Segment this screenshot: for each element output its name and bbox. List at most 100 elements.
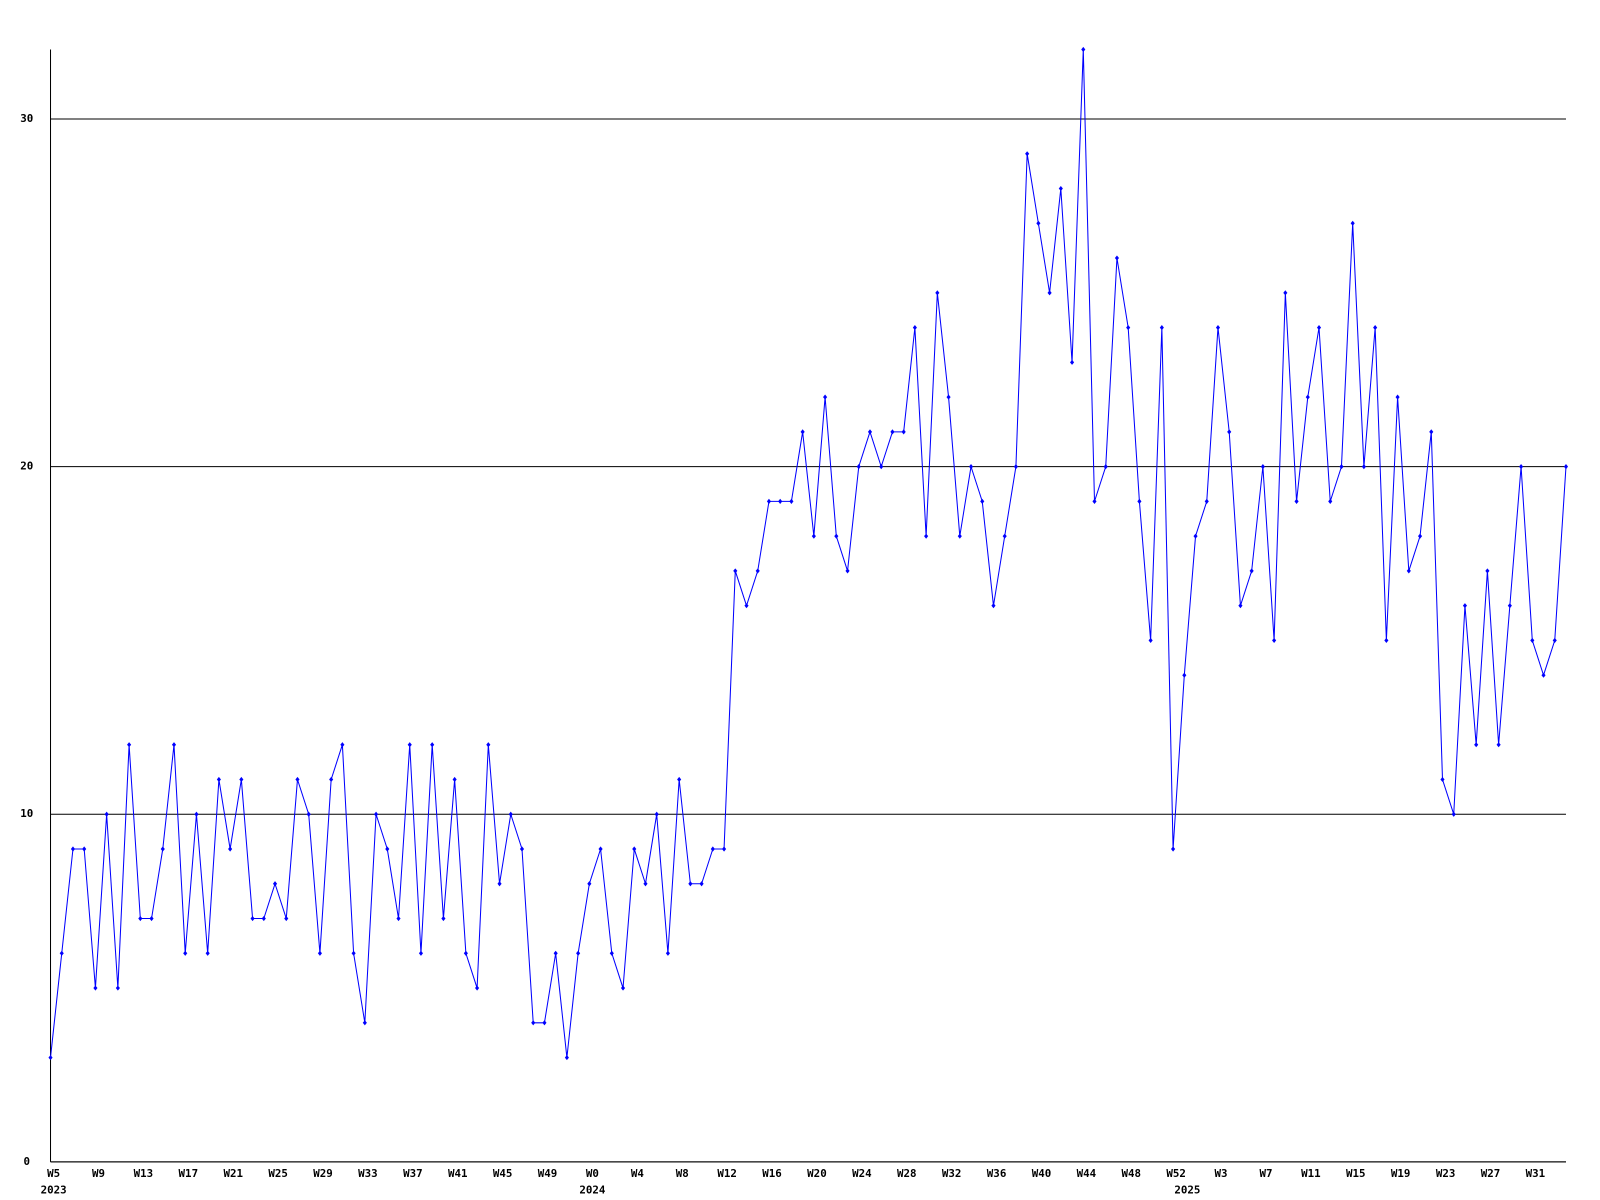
point-marker (531, 1020, 536, 1026)
point-marker (677, 776, 682, 783)
point-marker (138, 915, 143, 922)
point-marker (778, 498, 783, 504)
point-marker (430, 742, 435, 748)
point-marker (665, 950, 670, 956)
point-marker (115, 985, 120, 991)
point-marker (239, 776, 244, 783)
point-marker (1047, 290, 1052, 296)
point-marker (1519, 464, 1524, 470)
point-marker (1563, 464, 1569, 470)
point-marker (1182, 672, 1187, 678)
point-marker (744, 603, 749, 609)
point-marker (194, 811, 199, 817)
x-tick-label: W27 (1481, 1167, 1501, 1180)
point-marker (486, 742, 491, 748)
point-marker (1462, 603, 1468, 609)
point-marker (553, 950, 558, 956)
x-tick-label: W44 (1077, 1167, 1097, 1180)
point-marker (1013, 464, 1018, 470)
x-tick-label: W23 (1436, 1167, 1456, 1180)
point-marker (228, 846, 233, 852)
point-marker (789, 498, 794, 504)
point-marker (1350, 220, 1355, 226)
point-marker (879, 464, 884, 470)
point-marker (362, 1020, 367, 1026)
point-marker (1114, 255, 1120, 261)
point-marker (587, 881, 592, 887)
point-marker (1316, 325, 1322, 331)
point-marker (1227, 429, 1232, 435)
point-marker (93, 985, 98, 991)
point-marker (1126, 325, 1131, 331)
point-marker (1215, 325, 1221, 331)
x-tick-label: W12 (717, 1167, 737, 1180)
point-marker (564, 1054, 569, 1061)
point-marker (295, 776, 300, 783)
point-marker (261, 915, 266, 922)
point-marker (1058, 185, 1063, 192)
point-marker (1361, 464, 1366, 470)
point-marker (542, 1020, 547, 1026)
x-tick-label: W33 (358, 1167, 378, 1180)
point-marker (823, 394, 828, 400)
point-marker (688, 881, 693, 887)
point-marker (620, 985, 626, 991)
point-marker (1339, 464, 1344, 470)
point-marker (968, 464, 974, 470)
point-marker (1159, 325, 1164, 331)
x-tick-label: W4 (631, 1167, 645, 1180)
point-marker (1238, 603, 1243, 609)
point-marker (1092, 498, 1097, 504)
point-marker (519, 846, 525, 852)
x-tick-label: W11 (1301, 1167, 1321, 1180)
point-marker (1148, 637, 1153, 644)
point-marker (980, 498, 985, 504)
point-marker (1272, 637, 1277, 644)
point-marker (407, 742, 412, 748)
point-marker (576, 950, 581, 956)
point-marker (733, 568, 738, 574)
point-marker (329, 776, 334, 783)
y-tick-label: 20 (20, 460, 33, 473)
point-marker (699, 881, 704, 887)
point-marker (127, 742, 132, 748)
point-marker (901, 429, 906, 435)
x-tick-label: W15 (1346, 1167, 1366, 1180)
point-marker (598, 846, 603, 852)
point-marker (800, 429, 805, 435)
point-marker (755, 568, 760, 574)
point-marker (1305, 394, 1310, 400)
point-marker (48, 1054, 53, 1061)
point-marker (1025, 151, 1030, 157)
point-marker (1249, 568, 1254, 574)
point-marker (845, 568, 850, 574)
x-tick-label: W21 (223, 1167, 243, 1180)
point-marker (1474, 742, 1479, 748)
point-marker (351, 950, 356, 956)
x-tick-label: W16 (762, 1167, 782, 1180)
point-marker (250, 915, 255, 922)
point-marker (82, 846, 87, 852)
point-marker (1260, 464, 1265, 470)
point-marker (1204, 498, 1209, 504)
point-marker (957, 533, 962, 539)
point-marker (1395, 394, 1400, 400)
point-marker (317, 950, 322, 956)
point-marker (171, 742, 177, 748)
y-tick-label: 10 (20, 807, 33, 820)
point-marker (811, 533, 816, 539)
x-tick-label: W24 (852, 1167, 872, 1180)
point-marker (946, 394, 951, 400)
point-marker (497, 881, 502, 887)
x-tick-label: W29 (313, 1167, 333, 1180)
point-marker (452, 776, 457, 783)
year-label: 2024 (579, 1184, 606, 1197)
y-tick-label: 0 (24, 1155, 31, 1168)
point-marker (710, 846, 715, 852)
x-tick-label: W25 (268, 1167, 288, 1180)
point-marker (1384, 637, 1389, 644)
point-marker (149, 915, 154, 922)
point-marker (396, 915, 401, 922)
